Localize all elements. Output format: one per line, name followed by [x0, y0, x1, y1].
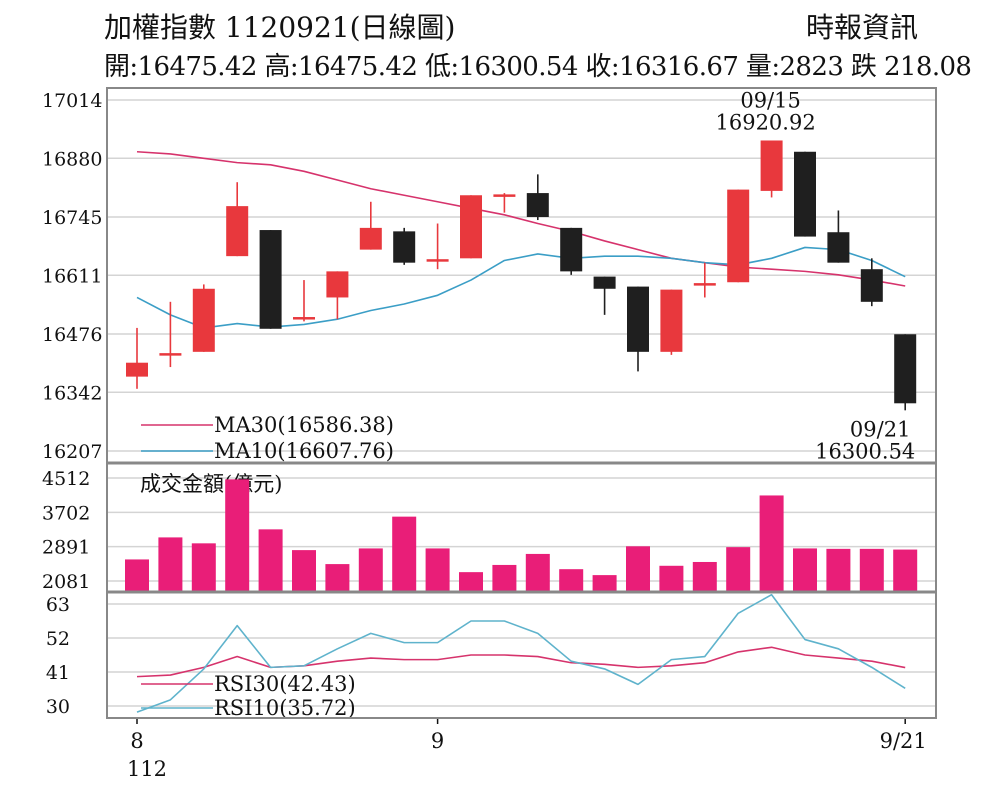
volume-tick-label: 2081	[42, 571, 90, 593]
x-tick-label: 9	[431, 729, 444, 753]
chart-frame	[106, 87, 937, 719]
volume-bar	[292, 550, 316, 592]
ohlc-summary: 開:16475.42 高:16475.42 低:16300.54 收:16316…	[104, 52, 972, 82]
chart-title: 加權指數 1120921(日線圖)	[104, 11, 456, 44]
ma10-line	[136, 246, 906, 329]
volume-bar	[793, 548, 817, 592]
legend-label: RSI10(35.72)	[214, 696, 356, 720]
candle-body	[460, 195, 482, 259]
candle-body	[159, 353, 182, 356]
candle-body	[126, 362, 148, 377]
price-tick-label: 16476	[42, 324, 102, 346]
candle-body	[226, 206, 249, 257]
ma30-line	[136, 150, 906, 287]
volume-bar	[125, 559, 149, 592]
x-tick-label: 9/21	[880, 729, 927, 753]
legend-label: MA30(16586.38)	[214, 413, 394, 437]
volume-bar	[759, 495, 784, 592]
candle-body	[560, 227, 583, 272]
candle-body	[860, 269, 883, 302]
volume-tick-label: 3702	[42, 502, 90, 524]
volume-bar	[626, 546, 650, 592]
candle-body	[794, 151, 816, 237]
volume-panel: 成交金額(億元)	[125, 472, 918, 592]
annotation-date: 09/15	[740, 88, 801, 112]
rsi-tick-label: 63	[46, 594, 70, 616]
candle-body	[359, 227, 382, 250]
volume-bar	[592, 575, 617, 592]
candle-body	[727, 189, 750, 283]
volume-bar	[358, 548, 383, 592]
price-tick-label: 16207	[42, 441, 102, 463]
price-tick-label: 17014	[42, 90, 102, 112]
volume-tick-label: 4512	[42, 468, 90, 490]
volume-bar	[158, 537, 183, 592]
price-tick-label: 16880	[42, 148, 102, 170]
volume-bar	[392, 516, 417, 592]
volume-title: 成交金額(億元)	[140, 472, 282, 496]
volume-bar	[659, 565, 684, 592]
candle-body	[326, 271, 349, 298]
candle-body	[526, 193, 549, 217]
volume-bar	[325, 564, 350, 592]
frame-layer	[106, 87, 937, 719]
x-tick-label: 8	[130, 729, 143, 753]
candle-body	[192, 288, 215, 352]
volume-bar	[525, 553, 550, 592]
volume-bar	[225, 479, 250, 592]
volume-bar	[826, 548, 851, 592]
candle-body	[426, 259, 449, 262]
candle-body	[760, 140, 783, 191]
candle-body	[293, 317, 315, 320]
rsi-tick-label: 41	[46, 662, 70, 684]
volume-bar	[492, 564, 517, 592]
legend-label: RSI30(42.43)	[214, 672, 356, 696]
price-tick-label: 16342	[42, 382, 102, 404]
price-tick-label: 16745	[42, 207, 102, 229]
candle-body	[593, 276, 616, 289]
volume-tick-label: 2891	[42, 537, 90, 559]
candle-body	[827, 232, 850, 263]
volume-bar	[459, 572, 483, 592]
source-label: 時報資訊	[806, 11, 919, 44]
candle-body	[693, 283, 716, 286]
legend-label: MA10(16607.76)	[214, 439, 394, 463]
annotation-value: 16300.54	[815, 439, 915, 463]
rsi30-line	[136, 646, 906, 678]
rsi-tick-label: 30	[46, 696, 70, 718]
rsi-tick-label: 52	[46, 628, 70, 650]
volume-bar	[893, 549, 918, 592]
x-sublabel: 112	[127, 757, 167, 781]
volume-bar	[692, 561, 717, 592]
candle-body	[393, 231, 416, 263]
volume-bar	[191, 543, 216, 592]
volume-bar	[425, 548, 450, 592]
volume-bar	[726, 547, 751, 592]
volume-bar	[258, 529, 283, 592]
candle-body	[493, 194, 516, 197]
annotation-date: 09/21	[850, 417, 911, 441]
candle-body	[894, 334, 917, 404]
candle-body	[660, 289, 683, 352]
rsi10-line	[136, 593, 906, 713]
volume-bar	[559, 569, 584, 592]
annotation-value: 16920.92	[715, 110, 815, 134]
volume-bar	[859, 548, 884, 592]
price-tick-label: 16611	[42, 265, 102, 287]
candle-body	[259, 230, 282, 329]
rsi-panel: RSI30(42.43)RSI10(35.72)	[136, 593, 906, 720]
candle-body	[627, 286, 649, 352]
